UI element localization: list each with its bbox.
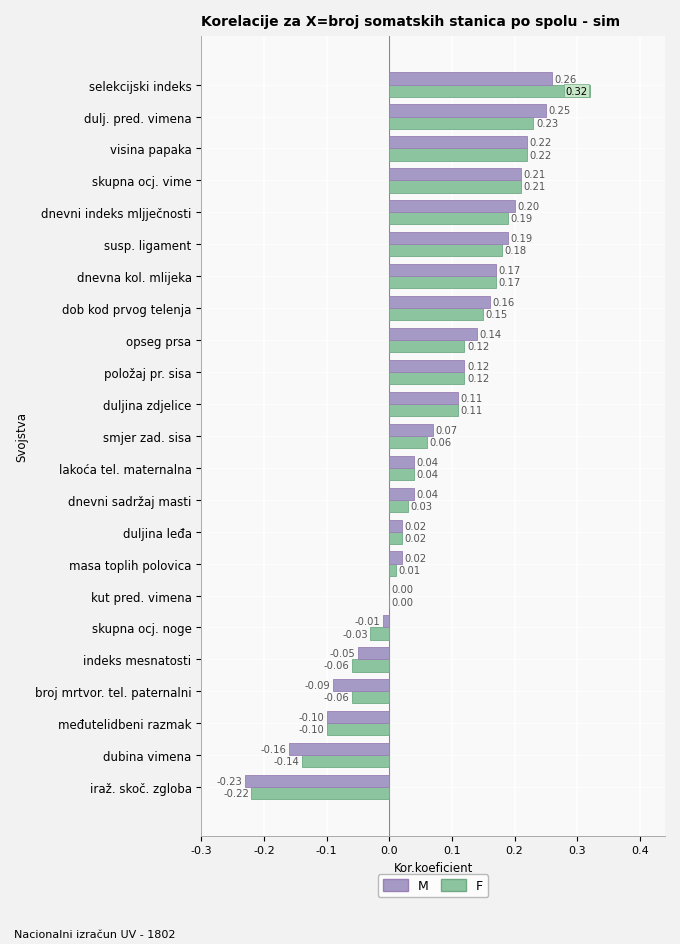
Text: -0.03: -0.03	[342, 629, 368, 639]
Bar	[389, 520, 402, 532]
Bar	[389, 213, 509, 226]
Bar	[389, 488, 414, 500]
Bar	[371, 628, 389, 640]
Text: 0.11: 0.11	[461, 406, 483, 415]
Bar	[389, 456, 414, 468]
Text: -0.14: -0.14	[273, 756, 299, 767]
Text: 0.11: 0.11	[461, 394, 483, 403]
Bar	[245, 775, 389, 787]
Bar	[389, 309, 483, 321]
Bar	[389, 329, 477, 341]
Bar	[389, 106, 546, 117]
Text: -0.01: -0.01	[355, 616, 381, 627]
Text: -0.16: -0.16	[260, 744, 286, 754]
Text: 0.20: 0.20	[517, 202, 539, 212]
Text: Nacionalni izračun UV - 1802: Nacionalni izračun UV - 1802	[14, 929, 175, 939]
Text: 0.14: 0.14	[479, 329, 502, 340]
Text: 0.04: 0.04	[417, 469, 439, 480]
Bar	[389, 436, 427, 448]
Text: -0.22: -0.22	[223, 788, 249, 799]
X-axis label: Kor.koeficient: Kor.koeficient	[394, 861, 473, 874]
Text: 0.22: 0.22	[530, 150, 552, 160]
Bar	[389, 468, 414, 480]
Bar	[389, 245, 502, 257]
Text: 0.32: 0.32	[566, 87, 588, 96]
Text: -0.10: -0.10	[299, 725, 324, 734]
Text: 0.18: 0.18	[505, 246, 527, 256]
Text: 0.00: 0.00	[392, 597, 414, 607]
Bar	[389, 552, 402, 564]
Bar	[389, 532, 402, 544]
Text: 0.04: 0.04	[417, 457, 439, 467]
Bar	[389, 404, 458, 416]
Legend: M, F: M, F	[378, 874, 488, 898]
Bar	[389, 149, 527, 161]
Bar	[326, 723, 389, 735]
Text: 0.12: 0.12	[467, 342, 489, 352]
Text: 0.03: 0.03	[411, 501, 432, 512]
Bar	[389, 500, 408, 513]
Text: 0.16: 0.16	[492, 297, 514, 308]
Bar	[383, 615, 389, 628]
Text: 0.25: 0.25	[549, 107, 571, 116]
Bar	[301, 755, 389, 767]
Bar	[389, 233, 509, 245]
Text: 0.21: 0.21	[524, 170, 545, 180]
Bar	[389, 373, 464, 385]
Text: -0.06: -0.06	[324, 661, 349, 671]
Text: -0.09: -0.09	[305, 681, 330, 690]
Y-axis label: Svojstva: Svojstva	[15, 412, 28, 462]
Text: -0.23: -0.23	[217, 776, 243, 786]
Bar	[358, 648, 389, 660]
Text: 0.01: 0.01	[398, 565, 420, 575]
Bar	[352, 660, 389, 672]
Bar	[389, 564, 396, 576]
Text: 0.22: 0.22	[530, 138, 552, 148]
Text: 0.21: 0.21	[524, 182, 545, 193]
Text: 0.02: 0.02	[405, 521, 426, 531]
Bar	[389, 201, 515, 213]
Bar	[389, 424, 433, 436]
Text: 0.15: 0.15	[486, 310, 508, 320]
Bar	[389, 341, 464, 353]
Bar	[389, 393, 458, 404]
Bar	[252, 787, 389, 800]
Bar	[389, 117, 533, 129]
Bar	[389, 181, 521, 194]
Bar	[389, 74, 552, 86]
Text: 0.19: 0.19	[511, 234, 533, 244]
Bar	[352, 692, 389, 703]
Text: 0.00: 0.00	[392, 585, 414, 595]
Bar	[389, 137, 527, 149]
Text: -0.06: -0.06	[324, 693, 349, 702]
Text: 0.26: 0.26	[555, 75, 577, 84]
Bar	[389, 296, 490, 309]
Text: 0.02: 0.02	[405, 533, 426, 543]
Text: -0.10: -0.10	[299, 713, 324, 722]
Bar	[389, 277, 496, 289]
Bar	[389, 86, 590, 97]
Text: 0.19: 0.19	[511, 214, 533, 224]
Text: 0.12: 0.12	[467, 362, 489, 372]
Text: Korelacije za X=broj somatskih stanica po spolu - sim: Korelacije za X=broj somatskih stanica p…	[201, 15, 620, 29]
Bar	[289, 743, 389, 755]
Text: 0.12: 0.12	[467, 374, 489, 383]
Text: 0.02: 0.02	[405, 553, 426, 563]
Bar	[389, 264, 496, 277]
Text: 0.07: 0.07	[436, 426, 458, 435]
Text: 0.23: 0.23	[536, 118, 558, 128]
Text: 0.06: 0.06	[429, 437, 452, 447]
Bar	[326, 712, 389, 723]
Bar	[389, 361, 464, 373]
Text: 0.04: 0.04	[417, 489, 439, 499]
Text: 0.17: 0.17	[498, 266, 521, 276]
Bar	[389, 169, 521, 181]
Text: 0.17: 0.17	[498, 278, 521, 288]
Text: -0.05: -0.05	[330, 649, 356, 659]
Bar	[333, 680, 389, 692]
